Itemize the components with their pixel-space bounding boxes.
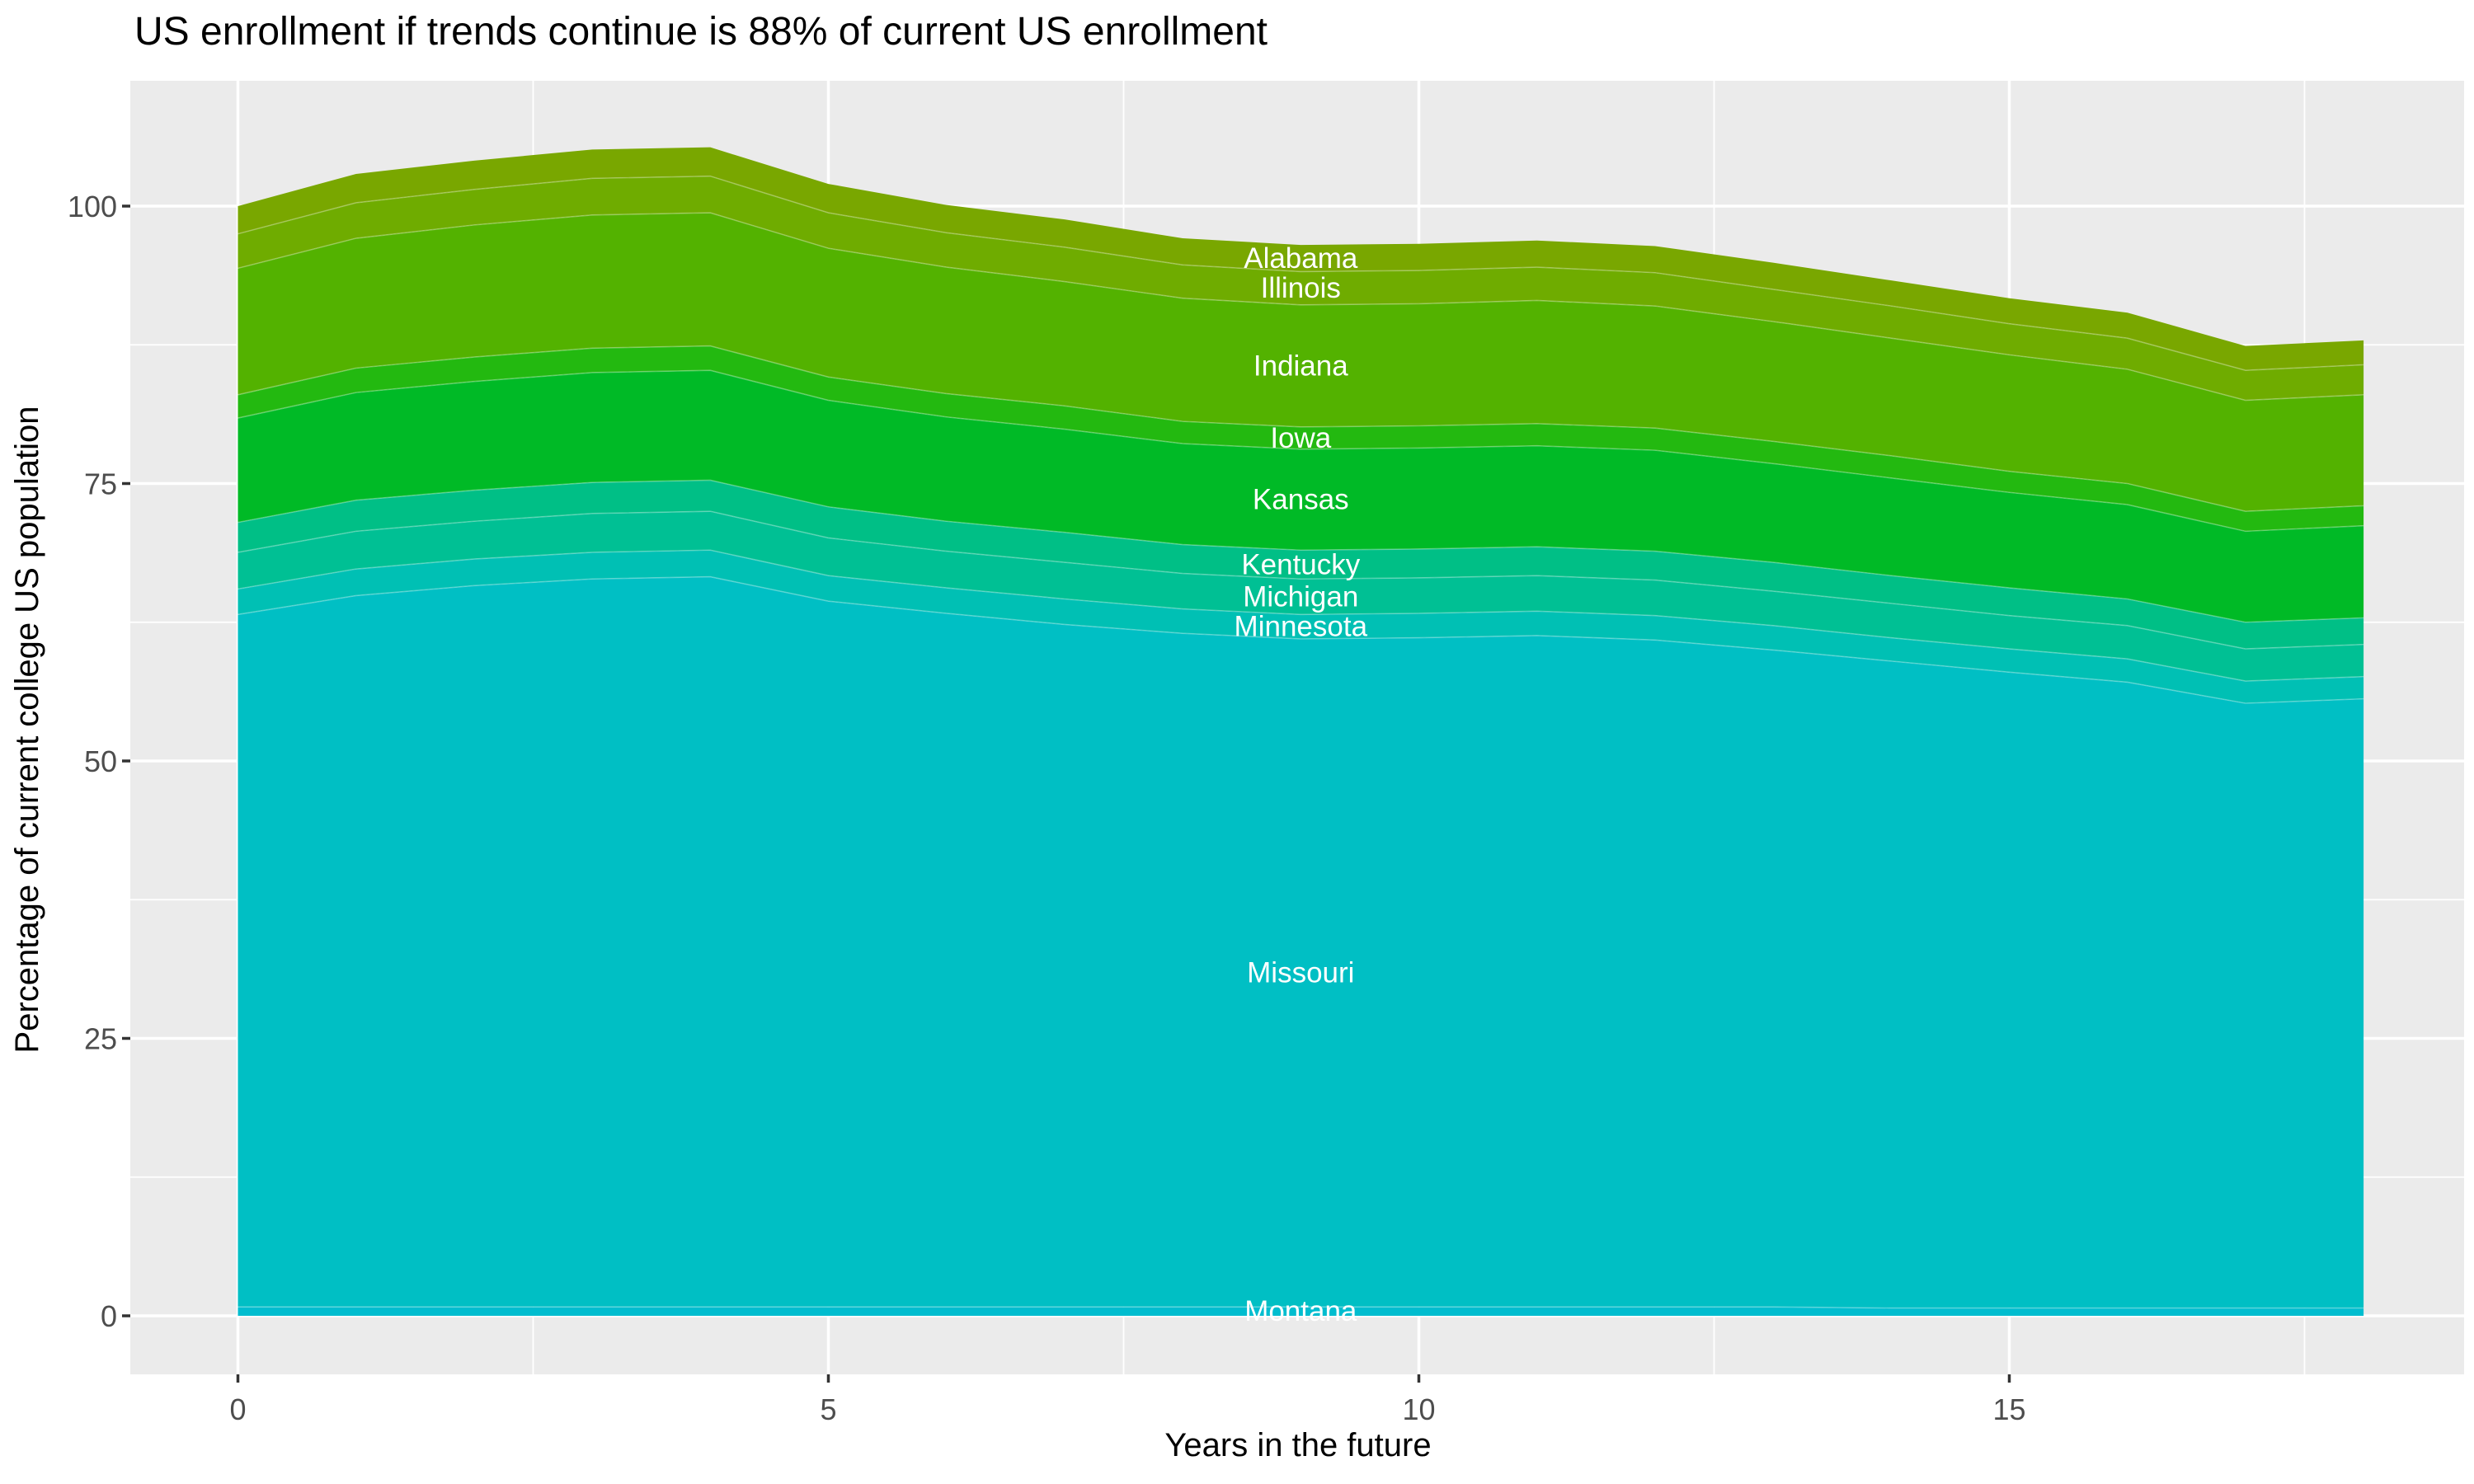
x-tick-label: 15 xyxy=(1992,1392,2025,1426)
band-seam xyxy=(238,479,2364,623)
stacked-areas xyxy=(238,147,2364,1316)
y-tick-label: 0 xyxy=(101,1299,117,1333)
y-axis-title: Percentage of current college US populat… xyxy=(9,406,45,1054)
x-axis-title: Years in the future xyxy=(1164,1427,1431,1463)
band-seam xyxy=(238,212,2364,402)
x-tick-label: 5 xyxy=(820,1392,836,1426)
band-seam xyxy=(238,575,2364,704)
band-seam xyxy=(238,549,2364,682)
x-tick-label: 10 xyxy=(1402,1392,1435,1426)
band-seam xyxy=(238,345,2364,512)
state-label-michigan: Michigan xyxy=(1243,580,1358,613)
area-indiana xyxy=(238,213,2364,512)
area-missouri xyxy=(238,576,2364,1308)
band-seam xyxy=(238,510,2364,650)
state-label-montana: Montana xyxy=(1244,1295,1357,1327)
state-label-alabama: Alabama xyxy=(1244,242,1358,275)
state-label-iowa: Iowa xyxy=(1270,422,1331,454)
state-label-indiana: Indiana xyxy=(1253,350,1348,382)
area-iowa xyxy=(238,345,2364,532)
axis-tick-labels: 0 25 50 75 100 0 5 10 15 xyxy=(68,190,2026,1426)
state-label-illinois: Illinois xyxy=(1261,272,1341,304)
x-tick-label: 0 xyxy=(229,1392,246,1426)
area-alabama xyxy=(238,147,2364,371)
state-label-minnesota: Minnesota xyxy=(1235,611,1368,643)
state-label-missouri: Missouri xyxy=(1247,957,1354,989)
state-label-kentucky: Kentucky xyxy=(1241,548,1360,580)
state-label-kansas: Kansas xyxy=(1253,484,1349,516)
area-illinois xyxy=(238,176,2364,401)
y-tick-label: 50 xyxy=(84,744,117,778)
chart-title: US enrollment if trends continue is 88% … xyxy=(134,10,1268,54)
area-minnesota xyxy=(238,550,2364,704)
band-seam xyxy=(238,369,2364,533)
band-seam xyxy=(238,1306,2364,1309)
y-tick-label: 75 xyxy=(84,467,117,501)
band-seam xyxy=(238,175,2364,372)
area-kansas xyxy=(238,370,2364,622)
area-kentucky xyxy=(238,480,2364,650)
y-tick-label: 100 xyxy=(68,190,117,223)
band-seams xyxy=(238,175,2364,1309)
area-michigan xyxy=(238,511,2364,682)
y-tick-label: 25 xyxy=(84,1022,117,1056)
axis-tick-marks xyxy=(122,204,2011,1383)
area-montana xyxy=(238,1307,2364,1316)
